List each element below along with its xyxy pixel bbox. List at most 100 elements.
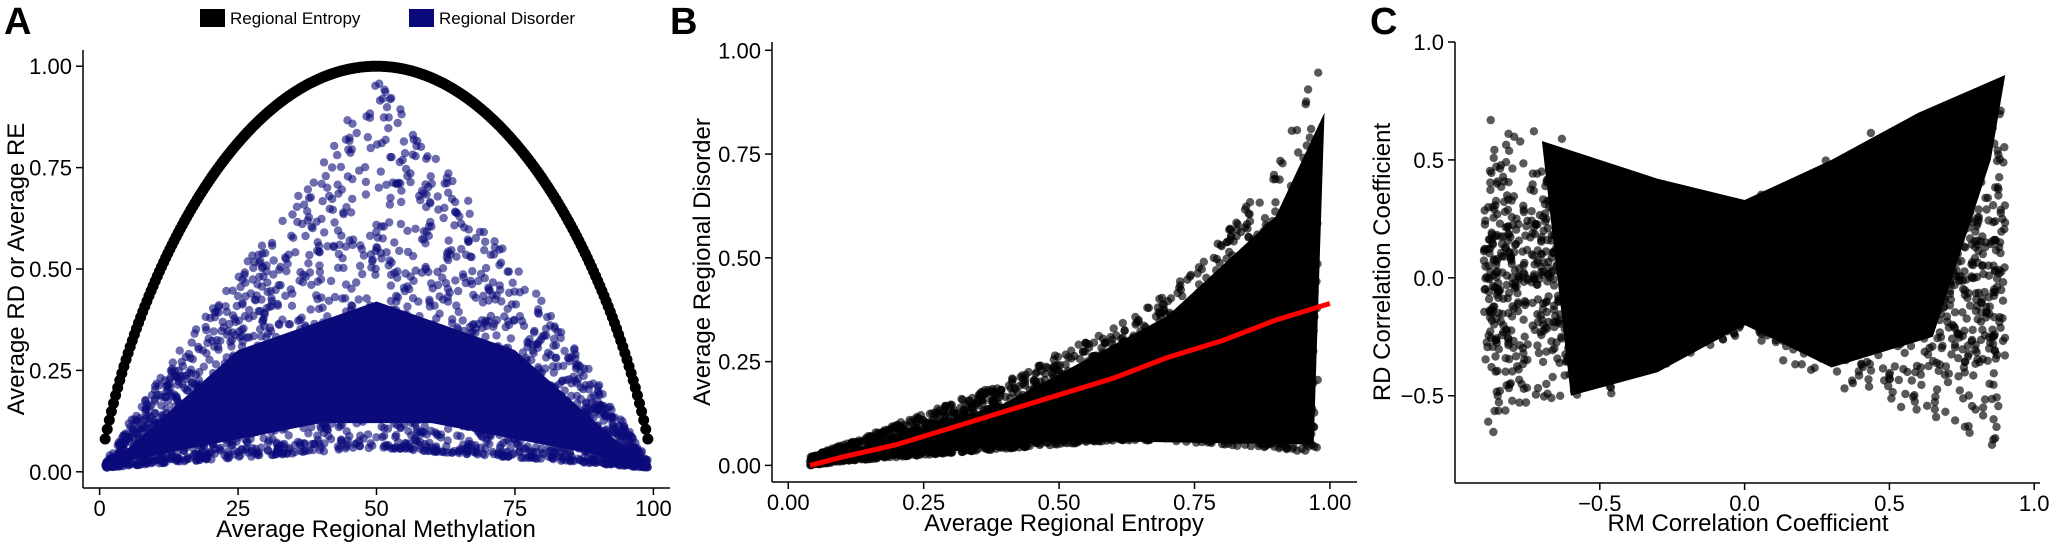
panel-a-data-point <box>431 154 440 164</box>
panel-a-data-point <box>397 186 406 195</box>
panel-a-data-point <box>318 197 327 206</box>
panel-a-data-point <box>444 236 453 245</box>
panel-a-data-point <box>352 128 361 138</box>
panel-a-data-point <box>352 278 361 287</box>
panel-a-data-point <box>395 246 404 255</box>
panel-a-data-point <box>469 290 478 300</box>
panel-a-data-point <box>542 331 551 340</box>
panel-a-y-tick-label: 0.50 <box>29 257 72 282</box>
panel-a-data-point <box>366 439 375 448</box>
panel-letter-b: B <box>670 1 697 43</box>
panel-a-data-point <box>337 231 346 240</box>
legend-label-regional-disorder: Regional Disorder <box>439 9 575 28</box>
panel-b-chart: 0.00 0.25 0.50 0.75 1.000.000.250.500.751.00… <box>689 38 1357 537</box>
panel-a-data-point <box>488 290 497 300</box>
panel-a-data-point <box>330 292 340 302</box>
panel-a-data-point <box>175 346 184 355</box>
panel-a-data-point <box>365 231 375 240</box>
panel-a-data-point <box>339 263 348 273</box>
panel-a-data-point <box>450 207 460 216</box>
panel-a-data-point <box>294 191 303 201</box>
panel-a-data-point <box>337 435 346 444</box>
panel-a-data-point <box>345 133 354 142</box>
panel-a-data-point <box>492 331 501 340</box>
panel-a-data-point <box>499 438 508 447</box>
panel-a-data-point <box>281 254 291 264</box>
panel-a-data-point <box>293 316 303 325</box>
panel-a-data-point <box>537 296 546 306</box>
panel-a-data-point <box>403 247 413 257</box>
panel-a-data-point <box>442 253 452 262</box>
panel-a-data-point <box>233 292 243 301</box>
panel-a-data-point <box>361 177 371 187</box>
panel-a-data-point <box>382 180 391 189</box>
legend: Regional Entropy Regional Disorder <box>200 9 575 28</box>
panel-a-data-point <box>386 270 396 279</box>
panel-a-data-point <box>168 358 177 367</box>
panel-a-data-point <box>503 304 512 313</box>
panel-a-data-point <box>141 395 150 405</box>
panel-a-data-point <box>348 194 357 204</box>
panel-a-data-point <box>467 440 476 449</box>
panel-a-data-point <box>230 314 239 323</box>
panel-a-data-point <box>324 296 334 305</box>
panel-b-data-point <box>1209 253 1219 263</box>
panel-b-data-point <box>1061 360 1070 369</box>
panel-a-data-point <box>482 437 491 446</box>
panel-a-data-point <box>421 264 430 274</box>
panel-a-data-point <box>538 448 547 457</box>
panel-b-data-point <box>1079 347 1088 356</box>
panel-a-data-point <box>199 362 208 371</box>
panel-a-data-point <box>412 437 422 446</box>
panel-a-data-point <box>303 207 312 216</box>
panel-a-data-point <box>567 379 576 388</box>
panel-a-data-point <box>426 443 436 452</box>
panel-a-data-point <box>425 198 435 207</box>
panel-a-data-point <box>496 285 505 295</box>
panel-a-data-point <box>382 103 392 112</box>
panel-a-data-point <box>471 233 481 243</box>
panel-a-data-point <box>430 301 439 310</box>
panel-a-data-point <box>326 276 336 286</box>
panel-a-data-point <box>514 267 523 276</box>
panel-a-data-point <box>414 297 423 306</box>
panel-a-data-point <box>363 133 372 142</box>
panel-a-data-point <box>376 167 385 176</box>
panel-a-data-point <box>305 446 314 455</box>
panel-a-data-point <box>265 302 274 311</box>
panel-a-data-point <box>403 302 412 311</box>
panel-a-data-point <box>285 444 294 453</box>
panel-a-data-point <box>313 277 322 286</box>
panel-a-data-point <box>187 338 196 347</box>
panel-a-data-point <box>234 272 243 281</box>
panel-a-entropy-point <box>638 414 650 426</box>
panel-b-data-point <box>1233 220 1242 229</box>
panel-a-data-point <box>434 205 443 214</box>
panel-a-data-point <box>325 191 334 201</box>
panel-a-data-point <box>490 243 500 252</box>
panel-b-data-point <box>1118 318 1128 328</box>
panel-a-data-point <box>604 403 613 412</box>
panel-a-data-point <box>338 254 347 263</box>
panel-a-data-point <box>362 294 371 303</box>
panel-a-data-point <box>181 352 190 362</box>
panel-a-data-point <box>508 278 517 287</box>
panel-a-data-point <box>558 376 567 385</box>
panel-b-data-point <box>1245 198 1255 207</box>
panel-b-data-point <box>1004 381 1014 390</box>
panel-a-data-point <box>259 434 268 443</box>
panel-a-data-point <box>642 460 651 469</box>
panel-a-data-point <box>328 205 338 214</box>
panel-a-data-point <box>338 294 347 303</box>
panel-a-data-point <box>454 286 463 296</box>
panel-a-data-point <box>263 287 272 297</box>
panel-a-data-point <box>255 325 265 334</box>
panel-a-data-point <box>387 258 396 267</box>
panel-a-data-point <box>541 324 551 333</box>
panel-a-data-point <box>330 141 339 151</box>
panel-a-data-point <box>146 413 155 422</box>
panel-a-data-point <box>165 379 175 388</box>
panel-a-data-point <box>427 179 436 188</box>
panel-a-data-point <box>379 113 389 122</box>
